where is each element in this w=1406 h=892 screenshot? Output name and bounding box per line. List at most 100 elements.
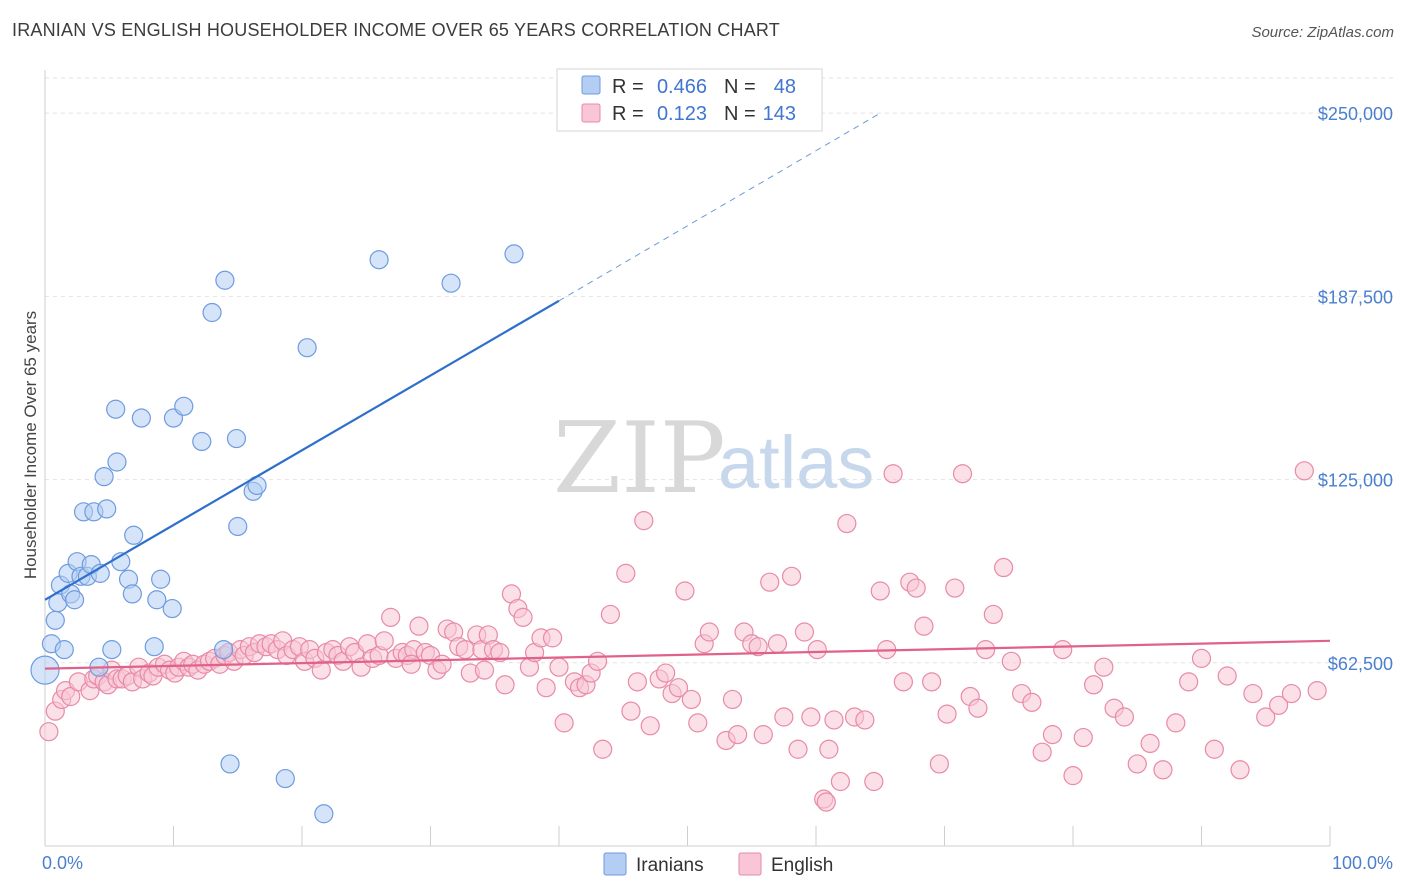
iranians-point-20 <box>107 452 127 472</box>
y-tick-label-1: $125,000 <box>1318 471 1393 491</box>
series-legend-label-iranians: Iranians <box>636 855 704 876</box>
english-point-170 <box>1166 713 1186 733</box>
iranians-point-27 <box>147 590 167 610</box>
english-point-166 <box>1114 707 1135 727</box>
english-point-123 <box>767 634 788 654</box>
english-point-168 <box>1140 733 1160 754</box>
english-point-129 <box>807 640 827 660</box>
english-point-86 <box>513 607 533 627</box>
english-point-101 <box>616 563 636 583</box>
english-point-163 <box>1083 675 1104 695</box>
english-point-131 <box>819 739 839 759</box>
chart-title: IRANIAN VS ENGLISH HOUSEHOLDER INCOME OV… <box>12 20 780 40</box>
trend-lines <box>44 112 1331 670</box>
iranians-point-28 <box>151 569 171 589</box>
english-point-124 <box>774 707 794 727</box>
english-point-104 <box>634 511 654 531</box>
iranians-point-0 <box>30 655 60 685</box>
series-legend-label-english: English <box>771 855 833 876</box>
english-point-159 <box>1042 725 1063 745</box>
iranians-trend-extension <box>558 112 881 302</box>
english-point-121 <box>753 725 773 745</box>
iranians-point-8 <box>64 590 85 610</box>
iranians-point-32 <box>192 431 212 452</box>
iranians-point-17 <box>97 499 117 519</box>
english-point-82 <box>490 642 510 663</box>
english-point-140 <box>883 464 903 484</box>
legend-r-value-english: 0.123 <box>657 103 707 125</box>
legend-swatch-english <box>581 103 601 123</box>
english-point-102 <box>621 701 641 721</box>
iranians-point-26 <box>144 637 164 657</box>
english-point-125 <box>781 566 802 586</box>
x-tick-labels: 0.0% 100.0% <box>42 853 1393 873</box>
english-point-122 <box>760 572 780 592</box>
iranians-trend-line <box>44 299 560 601</box>
english-point-92 <box>549 657 569 677</box>
english-point-179 <box>1281 683 1302 704</box>
axes <box>44 70 1331 847</box>
english-point-90 <box>536 678 556 698</box>
english-point-173 <box>1204 739 1224 759</box>
iranian-points <box>30 244 524 824</box>
english-point-103 <box>627 672 647 692</box>
english-point-152 <box>976 640 996 660</box>
english-point-144 <box>914 616 934 636</box>
english-point-184 <box>401 654 421 674</box>
iranians-point-2 <box>45 610 65 630</box>
iranians-point-36 <box>220 754 240 774</box>
english-point-177 <box>1256 707 1276 727</box>
english-point-141 <box>893 672 913 692</box>
english-point-133 <box>830 771 851 792</box>
legend-n-value-iranians: 48 <box>774 76 796 98</box>
english-point-62 <box>374 631 394 651</box>
english-point-169 <box>1153 760 1173 780</box>
iranians-point-42 <box>297 338 317 358</box>
english-point-154 <box>994 557 1014 578</box>
english-point-151 <box>968 698 988 718</box>
iranians-point-33 <box>202 302 222 323</box>
english-point-137 <box>864 771 884 792</box>
iranians-point-23 <box>122 584 142 604</box>
y-tick-label-0: $62,500 <box>1328 654 1393 674</box>
x-tick-label-0: 0.0% <box>42 853 83 873</box>
english-point-76 <box>455 640 475 660</box>
english-point-148 <box>945 578 965 598</box>
english-point-83 <box>495 675 515 695</box>
english-point-107 <box>656 663 676 683</box>
series-legend-swatch-iranians <box>603 852 627 876</box>
english-point-167 <box>1127 754 1147 774</box>
english-point-109 <box>668 678 689 698</box>
english-point-162 <box>1073 727 1093 748</box>
english-point-126 <box>788 739 808 759</box>
english-point-100 <box>600 604 621 625</box>
english-point-105 <box>640 716 660 736</box>
english-point-63 <box>381 607 401 627</box>
iranians-point-5 <box>54 640 74 660</box>
series-legend-swatch-english <box>738 852 762 876</box>
english-point-132 <box>824 710 844 730</box>
english-point-138 <box>870 581 890 601</box>
iranians-point-25 <box>131 408 151 428</box>
legend-n-label-iranians: N = <box>724 76 756 98</box>
english-point-164 <box>1094 657 1114 677</box>
iranians-point-46 <box>504 244 524 264</box>
stats-legend-box <box>556 68 823 132</box>
english-point-158 <box>1032 742 1052 762</box>
watermark-atlas: atlas <box>718 421 874 504</box>
english-point-111 <box>681 689 701 710</box>
english-point-116 <box>722 689 743 710</box>
legend-r-value-iranians: 0.466 <box>657 76 707 98</box>
english-point-143 <box>906 578 926 598</box>
english-point-147 <box>937 704 957 724</box>
english-point-175 <box>1230 760 1250 780</box>
english-point-178 <box>1268 695 1289 715</box>
iranians-point-18 <box>102 640 122 660</box>
gridlines <box>45 77 1395 664</box>
english-point-68 <box>409 616 429 636</box>
english-point-72 <box>432 654 452 674</box>
english-point-174 <box>1217 666 1237 686</box>
iranians-point-41 <box>275 768 295 789</box>
english-point-93 <box>554 713 574 733</box>
english-point-157 <box>1022 692 1042 712</box>
